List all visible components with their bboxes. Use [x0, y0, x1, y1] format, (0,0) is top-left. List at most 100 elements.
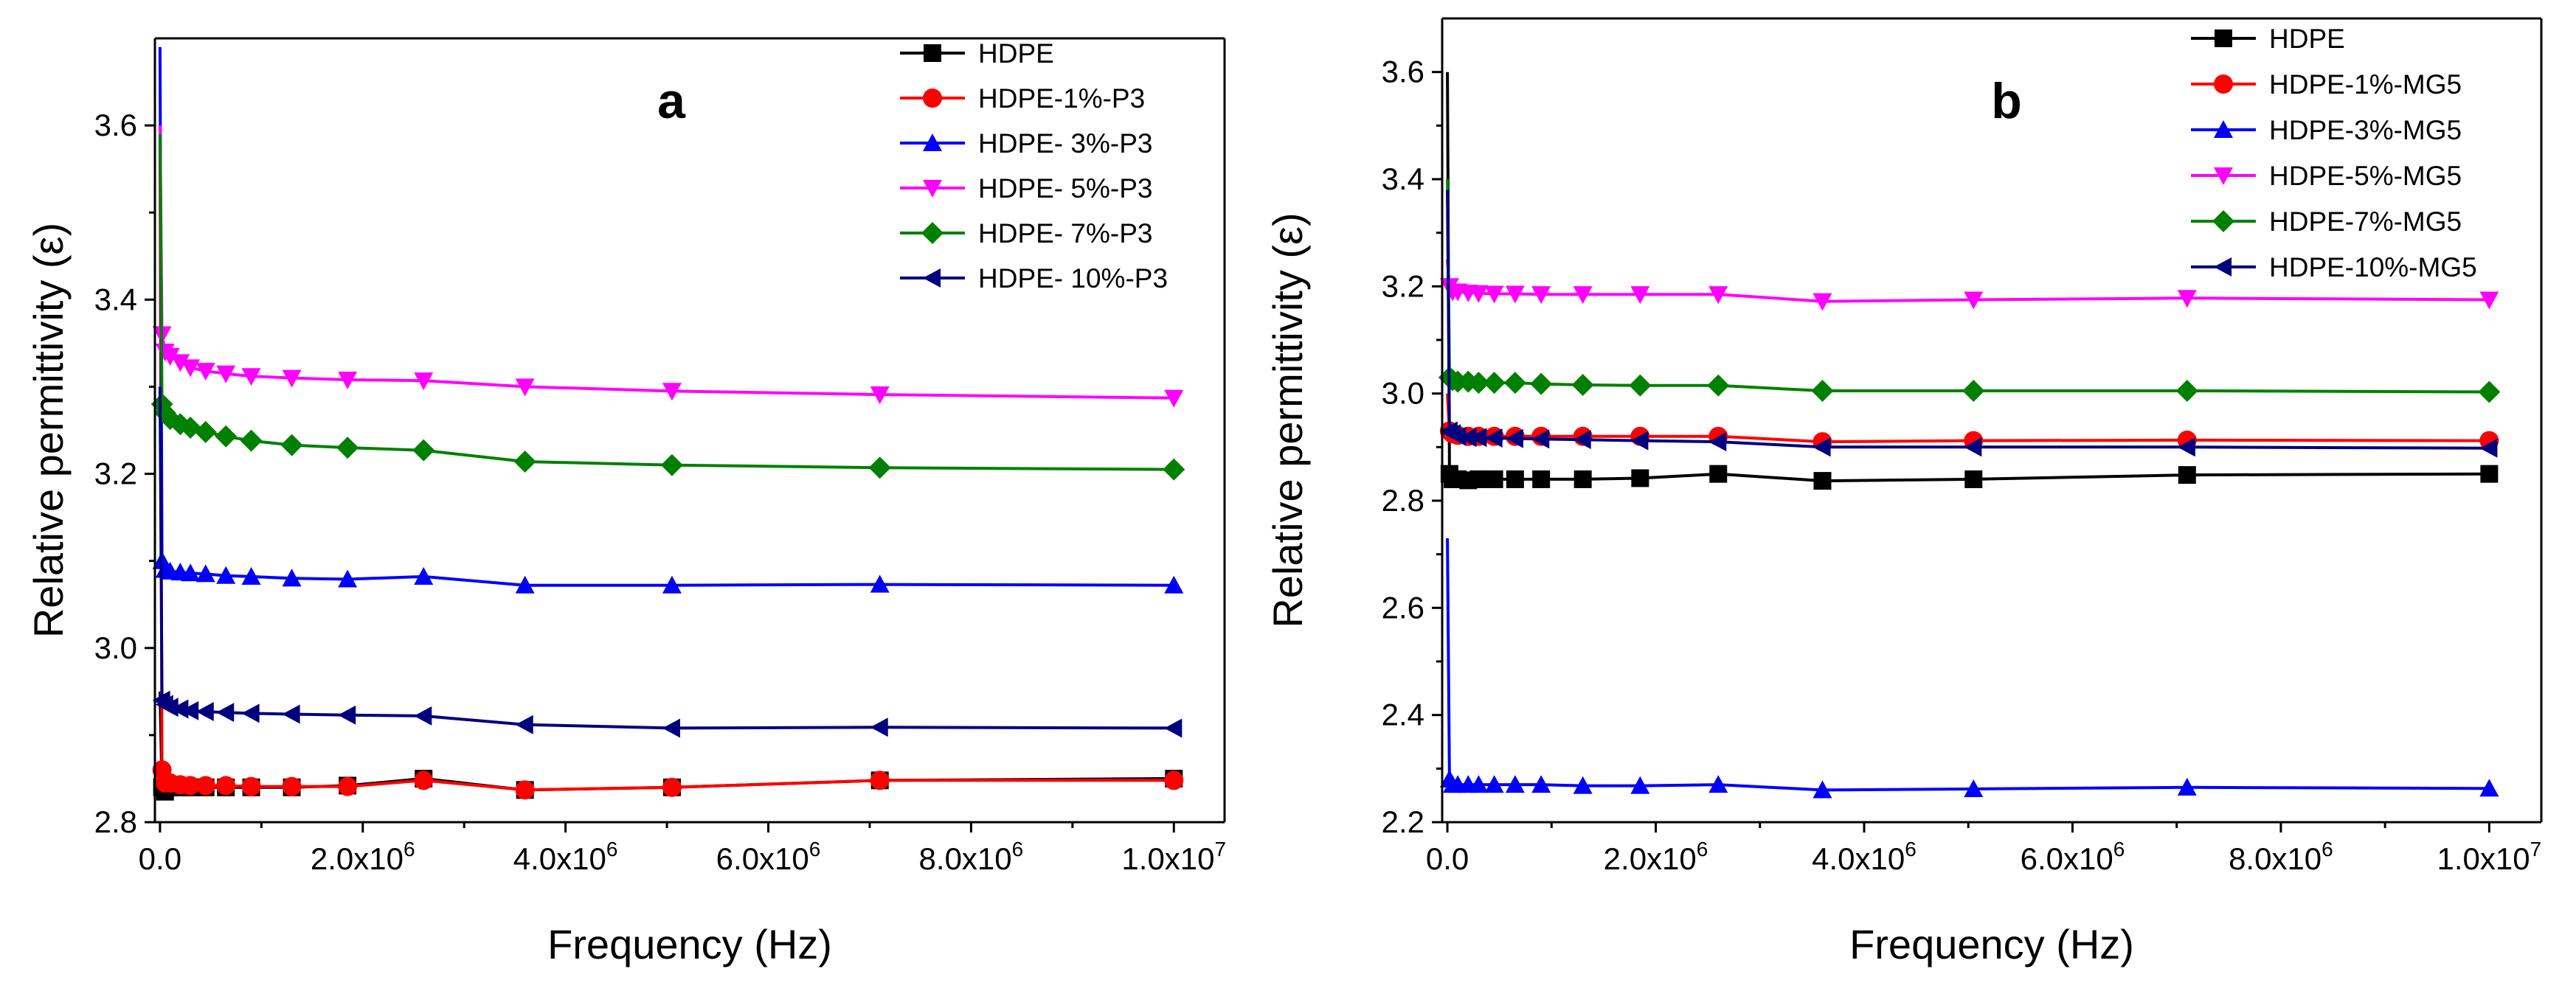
- data-point-3-15: [1164, 389, 1184, 408]
- x-tick-mantissa: 1.0x10: [1121, 841, 1214, 876]
- data-point-0-11: [1709, 465, 1728, 483]
- data-point-4-10: [336, 437, 359, 459]
- data-point-3-4: [170, 354, 190, 372]
- data-point-4-14: [2175, 380, 2198, 403]
- x-tick-exponent: 6: [2321, 838, 2333, 861]
- legend-label-5: HDPE- 10%-P3: [978, 263, 1168, 293]
- data-point-1-6: [195, 776, 215, 796]
- data-point-3-11: [414, 372, 434, 391]
- legend-label-4: HDPE-7%-MG5: [2269, 206, 2462, 237]
- x-tick-label: 0.0: [1426, 841, 1469, 876]
- data-point-5-6: [1484, 428, 1503, 448]
- data-point-5-11: [414, 706, 432, 726]
- data-point-3-9: [1573, 286, 1593, 305]
- data-point-1-10: [338, 776, 358, 796]
- data-point-2-6: [195, 564, 215, 583]
- data-point-2-7: [1505, 775, 1525, 793]
- data-point-5-10: [338, 705, 356, 725]
- x-tick-mantissa: 0.0: [139, 841, 181, 876]
- x-tick-label: 2.0x106: [1604, 838, 1708, 876]
- x-tick-mantissa: 6.0x10: [2021, 841, 2113, 876]
- data-point-5-8: [1531, 429, 1550, 449]
- y-tick-label: 2.4: [1382, 698, 1424, 732]
- x-tick-exponent: 6: [1012, 838, 1024, 861]
- data-point-3-11: [1708, 286, 1728, 305]
- data-point-2-11: [1708, 775, 1728, 793]
- x-tick-mantissa: 2.0x10: [311, 841, 404, 876]
- legend-label-3: HDPE- 5%-P3: [978, 173, 1152, 204]
- y-tick-label: 2.8: [1382, 483, 1424, 518]
- x-axis-label: Frequency (Hz): [1849, 921, 2134, 967]
- data-point-5-15: [2479, 438, 2498, 458]
- data-point-3-12: [1812, 293, 1832, 311]
- data-point-2-10: [338, 569, 358, 588]
- data-point-3-10: [338, 371, 358, 389]
- data-point-5-12: [515, 715, 533, 734]
- data-point-3-10: [1630, 286, 1650, 305]
- data-point-3-7: [216, 365, 236, 383]
- y-tick-label: 2.2: [1382, 804, 1424, 839]
- data-point-0-15: [2480, 465, 2499, 483]
- data-point-3-5: [181, 359, 201, 378]
- data-point-4-13: [660, 453, 683, 476]
- panel-label: b: [1991, 73, 2022, 129]
- data-point-2-5: [1469, 775, 1489, 793]
- x-tick-label: 6.0x106: [2021, 838, 2125, 876]
- data-point-2-13: [662, 575, 682, 594]
- x-tick-mantissa: 8.0x10: [2229, 841, 2321, 876]
- y-tick-label: 3.6: [94, 108, 137, 142]
- data-point-3-3: [160, 348, 180, 366]
- data-point-2-10: [1630, 776, 1650, 794]
- data-point-0-8: [1532, 470, 1551, 488]
- data-point-2-11: [414, 566, 434, 585]
- data-point-5-4: [1458, 428, 1477, 448]
- x-tick-label: 8.0x106: [2229, 838, 2333, 876]
- data-point-2-15: [2479, 779, 2499, 797]
- data-point-4-14: [868, 456, 891, 479]
- x-tick-mantissa: 2.0x10: [1604, 841, 1697, 876]
- data-point-0-6: [1485, 470, 1503, 488]
- data-point-1-15: [1164, 771, 1184, 790]
- data-point-4-13: [1962, 380, 1985, 403]
- x-tick-mantissa: 0.0: [1426, 841, 1469, 876]
- legend-marker-0: [924, 44, 941, 62]
- data-point-4-12: [1811, 380, 1834, 403]
- data-point-0-14: [2178, 466, 2196, 484]
- legend-marker-0: [2215, 29, 2232, 47]
- data-point-5-14: [2177, 437, 2195, 457]
- y-tick-label: 3.0: [1382, 376, 1424, 411]
- legend-marker-4: [2212, 210, 2234, 232]
- data-point-4-9: [280, 434, 303, 456]
- data-point-2-5: [181, 563, 201, 582]
- legend-marker-5: [923, 268, 941, 288]
- legend-marker-4: [921, 222, 944, 244]
- data-point-0-10: [1631, 469, 1649, 487]
- legend-label-0: HDPE: [2269, 24, 2345, 54]
- x-tick-label: 1.0x107: [1121, 838, 1226, 876]
- data-point-3-6: [195, 363, 215, 381]
- data-point-4-8: [1530, 372, 1553, 395]
- data-point-5-7: [216, 703, 235, 723]
- y-tick-label: 2.6: [1382, 590, 1424, 625]
- chart-b: 0.0 2.0x106 4.0x106 6.0x106 8.0x106 1.0x1072.…: [1264, 17, 2543, 967]
- data-point-0-12: [1813, 472, 1832, 490]
- data-point-5-13: [662, 718, 680, 738]
- panel-label: a: [657, 73, 686, 129]
- legend-label-1: HDPE-1%-MG5: [2269, 69, 2462, 100]
- series-line-5: [158, 386, 1174, 730]
- data-point-5-9: [1573, 430, 1591, 450]
- x-tick-exponent: 6: [1905, 838, 1917, 861]
- x-tick-exponent: 6: [2113, 838, 2125, 861]
- data-point-5-6: [195, 701, 214, 721]
- data-point-5-9: [282, 704, 300, 724]
- data-point-0-9: [1573, 470, 1592, 488]
- y-axis-label: Relative permittivity (ε): [25, 223, 72, 638]
- x-tick-label: 0.0: [139, 841, 181, 876]
- data-point-4-12: [513, 451, 536, 473]
- x-tick-label: 4.0x106: [1812, 838, 1917, 876]
- x-tick-mantissa: 4.0x10: [513, 841, 606, 876]
- data-point-4-4: [169, 413, 192, 436]
- data-point-0-7: [1506, 470, 1524, 488]
- data-point-3-9: [282, 369, 302, 388]
